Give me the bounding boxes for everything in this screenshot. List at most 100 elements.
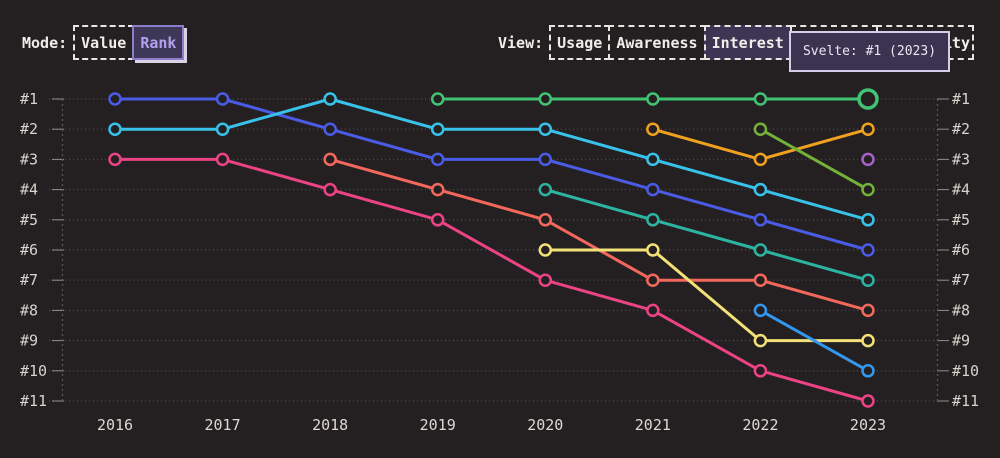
rank-label-left-2: #2 bbox=[20, 120, 38, 138]
view-label: View: bbox=[498, 33, 544, 52]
point-series-cyan-2022[interactable] bbox=[753, 182, 768, 197]
x-tick-2020: 2020 bbox=[527, 416, 563, 434]
mode-toggle: Mode: Value Rank bbox=[22, 25, 185, 60]
rank-label-left-9: #9 bbox=[20, 332, 38, 350]
point-series-blue-2023[interactable] bbox=[861, 243, 875, 257]
point-series-blue-2017[interactable] bbox=[215, 92, 230, 106]
point-series-cyan-2018[interactable] bbox=[323, 92, 337, 106]
x-tick-2019: 2019 bbox=[420, 416, 456, 434]
point-series-cyan-2019[interactable] bbox=[430, 122, 445, 136]
point-series-lightblue-2023[interactable] bbox=[861, 364, 875, 378]
view-option-awareness[interactable]: Awareness bbox=[608, 25, 706, 60]
line-series-cyan bbox=[113, 97, 870, 222]
line-series-pink bbox=[113, 157, 870, 403]
rank-label-left-11: #11 bbox=[20, 392, 47, 410]
point-series-blue-2016[interactable] bbox=[108, 92, 122, 106]
point-series-orange-2021[interactable] bbox=[646, 122, 660, 136]
x-tick-2022: 2022 bbox=[742, 416, 778, 434]
rank-label-right-2: #2 bbox=[952, 120, 970, 138]
rank-label-right-9: #9 bbox=[952, 332, 970, 350]
mode-option-value[interactable]: Value bbox=[73, 25, 135, 60]
mode-option-rank[interactable]: Rank bbox=[132, 25, 185, 60]
rank-label-right-7: #7 bbox=[952, 271, 970, 289]
point-series-olive-2022[interactable] bbox=[753, 122, 768, 136]
point-series-cyan-2017[interactable] bbox=[215, 122, 230, 136]
rank-label-right-10: #10 bbox=[952, 362, 979, 380]
rank-label-left-4: #4 bbox=[20, 181, 38, 199]
point-series-pink-2016[interactable] bbox=[108, 152, 122, 167]
point-svelte-2023[interactable] bbox=[857, 88, 879, 110]
point-series-blue-2022[interactable] bbox=[753, 213, 768, 227]
point-series-yellow-2021[interactable] bbox=[646, 243, 660, 257]
line-series-lightblue bbox=[758, 308, 870, 373]
point-series-pink-2021[interactable] bbox=[646, 303, 660, 318]
point-series-teal-2023[interactable] bbox=[861, 273, 875, 287]
point-series-cyan-2020[interactable] bbox=[538, 122, 553, 136]
point-series-salmon-2020[interactable] bbox=[538, 213, 553, 227]
point-svelte-2020[interactable] bbox=[538, 92, 553, 106]
point-svelte-2022[interactable] bbox=[753, 92, 768, 106]
view-option-interest[interactable]: Interest bbox=[703, 25, 792, 60]
rank-label-left-8: #8 bbox=[20, 301, 38, 319]
point-series-orange-2022[interactable] bbox=[753, 152, 768, 167]
rank-label-right-6: #6 bbox=[952, 241, 970, 259]
point-series-lightblue-2022[interactable] bbox=[753, 303, 768, 318]
point-series-teal-2021[interactable] bbox=[646, 213, 660, 227]
rank-label-left-10: #10 bbox=[20, 362, 47, 380]
point-series-cyan-2016[interactable] bbox=[108, 122, 122, 136]
point-series-blue-2018[interactable] bbox=[323, 122, 337, 136]
x-tick-2018: 2018 bbox=[312, 416, 348, 434]
line-series-blue bbox=[113, 97, 870, 252]
point-svelte-2019[interactable] bbox=[430, 92, 445, 106]
line-series-teal bbox=[543, 188, 870, 282]
tooltip: Svelte: #1 (2023) bbox=[789, 31, 950, 72]
tooltip-text: Svelte: #1 (2023) bbox=[802, 44, 937, 59]
point-series-teal-2022[interactable] bbox=[753, 243, 768, 257]
rank-label-right-1: #1 bbox=[952, 90, 970, 108]
point-series-blue-2020[interactable] bbox=[538, 152, 553, 167]
point-series-teal-2020[interactable] bbox=[538, 182, 553, 197]
line-series-olive bbox=[758, 127, 870, 192]
point-svelte-2021[interactable] bbox=[646, 92, 660, 106]
point-series-pink-2019[interactable] bbox=[430, 213, 445, 227]
point-series-cyan-2021[interactable] bbox=[646, 152, 660, 167]
point-series-salmon-2022[interactable] bbox=[753, 273, 768, 287]
point-series-pink-2022[interactable] bbox=[753, 364, 768, 378]
point-series-pink-2023[interactable] bbox=[861, 394, 875, 408]
view-option-usage[interactable]: Usage bbox=[549, 25, 611, 60]
point-series-yellow-2020[interactable] bbox=[538, 243, 553, 257]
point-series-pink-2018[interactable] bbox=[323, 182, 337, 197]
rank-label-right-8: #8 bbox=[952, 301, 970, 319]
point-series-purple-2023[interactable] bbox=[861, 152, 875, 167]
rank-label-right-4: #4 bbox=[952, 181, 970, 199]
point-series-salmon-2021[interactable] bbox=[646, 273, 660, 287]
point-series-salmon-2019[interactable] bbox=[430, 182, 445, 197]
rank-label-left-6: #6 bbox=[20, 241, 38, 259]
x-tick-2017: 2017 bbox=[205, 416, 241, 434]
point-series-pink-2017[interactable] bbox=[215, 152, 230, 167]
rank-label-left-5: #5 bbox=[20, 211, 38, 229]
rank-label-right-5: #5 bbox=[952, 211, 970, 229]
point-series-yellow-2022[interactable] bbox=[753, 333, 768, 348]
point-series-salmon-2023[interactable] bbox=[861, 303, 875, 318]
point-series-blue-2021[interactable] bbox=[646, 182, 660, 197]
rank-label-right-11: #11 bbox=[952, 392, 979, 410]
x-tick-2016: 2016 bbox=[97, 416, 133, 434]
point-series-blue-2019[interactable] bbox=[430, 152, 445, 167]
point-series-yellow-2023[interactable] bbox=[861, 333, 875, 348]
point-series-cyan-2023[interactable] bbox=[861, 213, 875, 227]
rank-label-left-3: #3 bbox=[20, 150, 38, 168]
point-series-olive-2023[interactable] bbox=[861, 182, 875, 197]
x-tick-2021: 2021 bbox=[635, 416, 671, 434]
rank-label-left-7: #7 bbox=[20, 271, 38, 289]
line-series-salmon bbox=[328, 157, 870, 312]
point-series-orange-2023[interactable] bbox=[861, 122, 875, 136]
x-tick-2023: 2023 bbox=[850, 416, 886, 434]
point-series-salmon-2018[interactable] bbox=[323, 152, 337, 167]
rank-label-right-3: #3 bbox=[952, 150, 970, 168]
mode-label: Mode: bbox=[22, 33, 68, 52]
point-series-pink-2020[interactable] bbox=[538, 273, 553, 287]
rank-label-left-1: #1 bbox=[20, 90, 38, 108]
